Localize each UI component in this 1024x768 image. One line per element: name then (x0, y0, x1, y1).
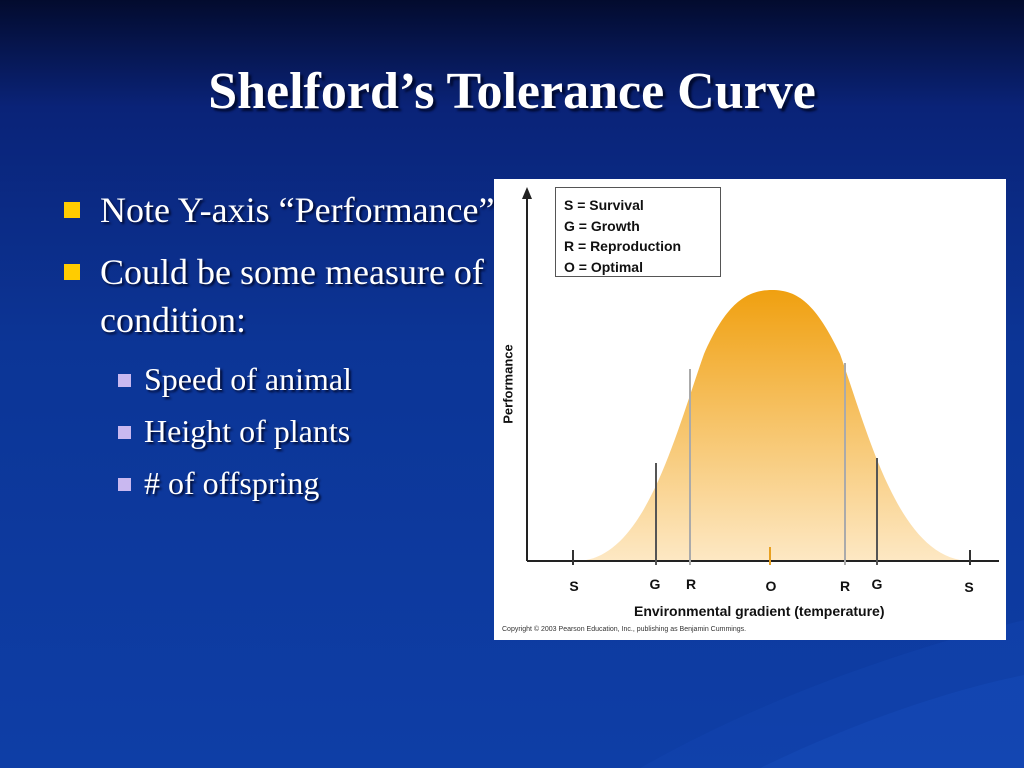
legend-item: O = Optimal (564, 258, 643, 275)
sub-bullet-item: # of offspring (62, 462, 502, 504)
square-bullet-icon (64, 202, 80, 218)
square-bullet-icon (64, 264, 80, 280)
tolerance-curve-figure: S = Survival G = Growth R = Reproduction… (494, 179, 1006, 640)
figure-legend: S = Survival G = Growth R = Reproduction… (555, 187, 721, 277)
tick-label-growth-left: G (649, 576, 661, 592)
tick-label-reproduction-right: R (839, 578, 851, 594)
y-axis-arrow-icon (522, 187, 532, 199)
sub-bullet-item: Height of plants (62, 410, 502, 452)
sub-bullet-text: Speed of animal (144, 361, 352, 397)
square-bullet-icon (118, 374, 131, 387)
tick-label-optimal: O (765, 578, 777, 594)
tick-label-survival-right: S (964, 579, 974, 595)
tolerance-curve-area (576, 290, 971, 561)
legend-item: S = Survival (564, 197, 644, 213)
tick-label-growth-right: G (871, 576, 883, 592)
tick-label-reproduction-left: R (685, 576, 697, 592)
sub-bullet-text: Height of plants (144, 413, 351, 449)
square-bullet-icon (118, 426, 131, 439)
bullet-text: Note Y-axis “Performance” (100, 190, 495, 230)
tick-label-survival-left: S (569, 578, 579, 594)
square-bullet-icon (118, 478, 131, 491)
bullet-list: Note Y-axis “Performance” Could be some … (62, 186, 502, 514)
bullet-item: Could be some measure of condition: (62, 248, 502, 344)
bullet-item: Note Y-axis “Performance” (62, 186, 502, 234)
sub-bullet-item: Speed of animal (62, 358, 502, 400)
legend-item: R = Reproduction (564, 238, 682, 254)
x-axis-label: Environmental gradient (temperature) (634, 603, 885, 619)
bullet-text: Could be some measure of condition: (100, 252, 484, 340)
sub-bullet-text: # of offspring (144, 465, 320, 501)
y-axis-label: Performance (500, 344, 516, 424)
copyright-note: Copyright © 2003 Pearson Education, Inc.… (502, 626, 747, 633)
legend-item: G = Growth (564, 217, 640, 234)
tolerance-curve-plot (522, 187, 999, 565)
slide-title: Shelford’s Tolerance Curve (208, 63, 816, 120)
